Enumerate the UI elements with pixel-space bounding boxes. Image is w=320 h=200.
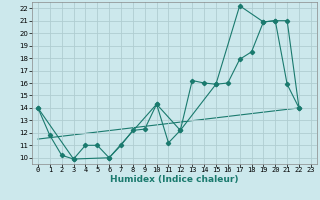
X-axis label: Humidex (Indice chaleur): Humidex (Indice chaleur) [110,175,239,184]
